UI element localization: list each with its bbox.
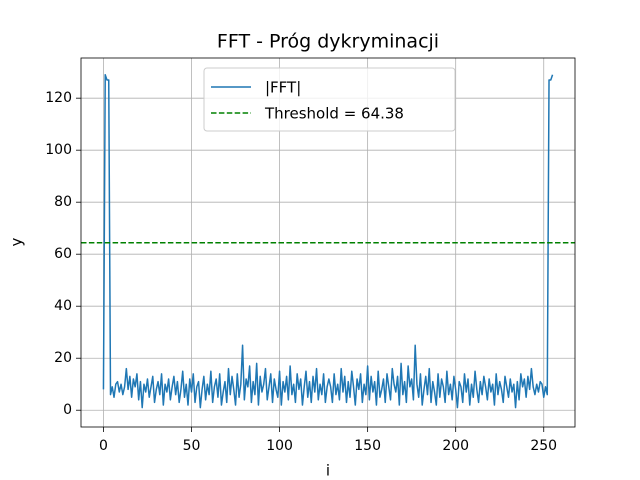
y-tick-label: 60 (54, 246, 72, 262)
x-tick-label: 250 (530, 438, 557, 454)
x-tick-label: 0 (99, 438, 108, 454)
y-tick-label: 80 (54, 194, 72, 210)
x-tick-label: 50 (183, 438, 201, 454)
x-tick-label: 150 (354, 438, 381, 454)
legend-box (203, 67, 456, 132)
y-tick-label: 120 (45, 90, 72, 106)
data-line (102, 74, 554, 409)
x-tick-label: 100 (266, 438, 293, 454)
y-axis-label: y (8, 237, 26, 246)
y-tick-label: 40 (54, 298, 72, 314)
y-tick-label: 100 (45, 142, 72, 158)
chart-title: FFT - Próg dykryminacji (217, 31, 439, 53)
axes-frame (80, 57, 576, 428)
legend-label: |FFT| (265, 79, 301, 97)
y-tick-label: 0 (63, 402, 72, 418)
x-axis-label: i (326, 462, 330, 480)
legend-label: Threshold = 64.38 (264, 105, 404, 123)
y-tick-label: 20 (54, 350, 72, 366)
x-tick-label: 200 (442, 438, 469, 454)
